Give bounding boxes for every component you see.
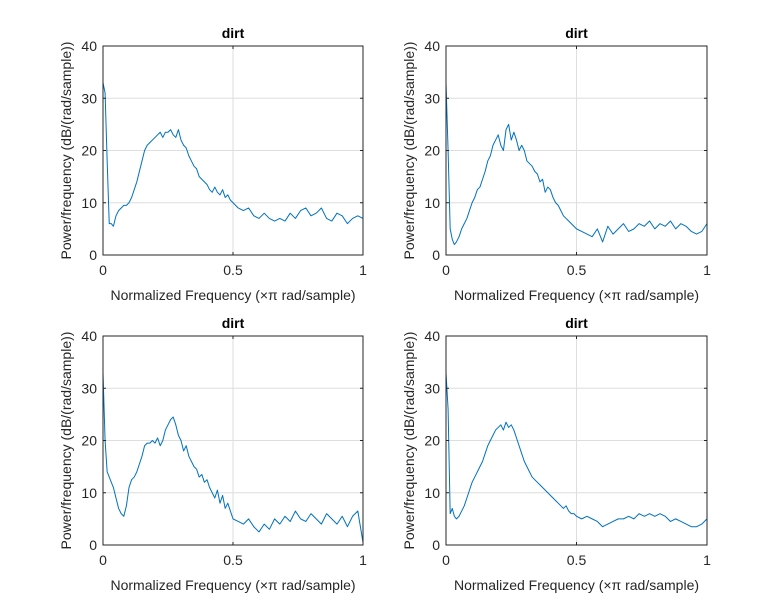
x-axis-label: Normalized Frequency (×π rad/sample): [454, 287, 699, 303]
y-tick-label: 20: [81, 433, 97, 449]
x-tick-label: 0.5: [567, 552, 587, 568]
y-tick-label: 10: [424, 195, 440, 211]
x-tick-label: 0.5: [223, 262, 243, 278]
y-axis-label: Power/frequency (dB/(rad/sample)): [401, 42, 417, 260]
x-tick-label: 0: [442, 262, 450, 278]
y-axis-label: Power/frequency (dB/(rad/sample)): [58, 42, 74, 260]
x-tick-label: 0: [99, 552, 107, 568]
chart-title: dirt: [222, 25, 245, 41]
x-tick-label: 1: [359, 552, 367, 568]
x-axis-label: Normalized Frequency (×π rad/sample): [454, 577, 699, 593]
x-tick-label: 0: [442, 552, 450, 568]
y-tick-label: 0: [89, 247, 97, 263]
chart-title: dirt: [222, 315, 245, 331]
y-tick-label: 30: [424, 380, 440, 396]
chart-title: dirt: [565, 315, 588, 331]
x-tick-label: 1: [703, 552, 711, 568]
y-tick-label: 10: [424, 485, 440, 501]
chart-title: dirt: [565, 25, 588, 41]
y-tick-label: 40: [424, 38, 440, 54]
x-tick-label: 1: [359, 262, 367, 278]
y-tick-label: 40: [81, 328, 97, 344]
y-tick-label: 30: [81, 380, 97, 396]
y-tick-label: 0: [432, 247, 440, 263]
y-tick-label: 20: [424, 143, 440, 159]
series-line: [445, 82, 708, 246]
y-tick-label: 30: [424, 90, 440, 106]
series-line: [102, 372, 364, 543]
x-tick-label: 0: [99, 262, 107, 278]
y-tick-label: 0: [432, 537, 440, 553]
x-tick-label: 1: [703, 262, 711, 278]
x-axis-label: Normalized Frequency (×π rad/sample): [110, 577, 355, 593]
y-tick-label: 10: [81, 485, 97, 501]
x-tick-label: 0.5: [567, 262, 587, 278]
series-line: [445, 372, 708, 528]
y-axis-label: Power/frequency (dB/(rad/sample)): [58, 332, 74, 550]
y-axis-label: Power/frequency (dB/(rad/sample)): [401, 332, 417, 550]
y-tick-label: 0: [89, 537, 97, 553]
y-tick-label: 40: [424, 328, 440, 344]
y-tick-label: 10: [81, 195, 97, 211]
y-tick-label: 20: [424, 433, 440, 449]
y-tick-label: 40: [81, 38, 97, 54]
y-tick-label: 20: [81, 143, 97, 159]
x-axis-label: Normalized Frequency (×π rad/sample): [110, 287, 355, 303]
x-tick-label: 0.5: [223, 552, 243, 568]
y-tick-label: 30: [81, 90, 97, 106]
series-line: [102, 82, 364, 227]
